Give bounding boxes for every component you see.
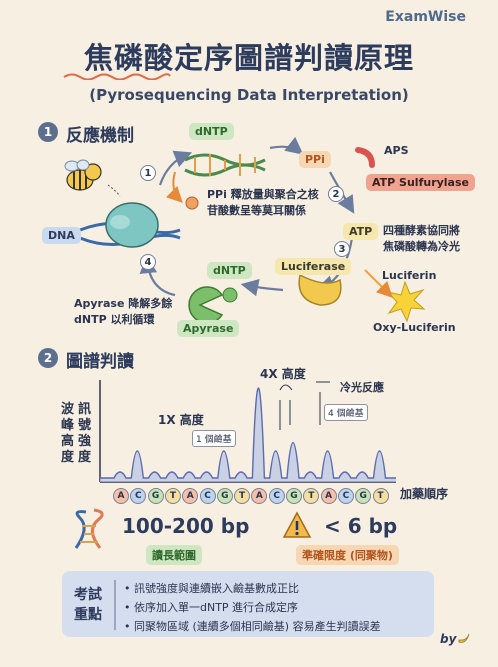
exam-point-1: • 訊號強度與連續嵌入鹼基數成正比 <box>124 582 299 595</box>
ppi-release-note-line1: PPi 釋放量與聚合之核 <box>207 188 319 201</box>
title-underline <box>63 73 171 80</box>
dna-helix-icon <box>74 508 104 549</box>
exam-points-box <box>62 571 434 637</box>
peak-1x-label: 1X 高度 <box>158 413 204 427</box>
y-axis-label-col2: 波峰高度 <box>61 402 75 465</box>
dntp-bottom-tag: dNTP <box>207 262 252 279</box>
page-subtitle: (Pyrosequencing Data Interpretation) <box>89 86 409 104</box>
dispensation-base: A <box>182 488 199 504</box>
dispensation-base: A <box>320 488 337 504</box>
x-axis-label: 加藥順序 <box>400 487 449 501</box>
apyrase-icon <box>188 286 238 324</box>
oxy-luciferin-label: Oxy-Luciferin <box>373 321 456 334</box>
dispensation-base: G <box>216 488 233 504</box>
exam-points-label: 考試 重點 <box>74 587 102 623</box>
exam-point-3: • 同聚物區域 (連續多個相同鹼基) 容易產生判讀誤差 <box>124 620 381 633</box>
dispensation-base: C <box>268 488 285 504</box>
apyrase-note-line1: Apyrase 降解多餘 <box>74 297 173 310</box>
signature: by <box>440 632 457 646</box>
step-1-number: 1 <box>144 168 152 179</box>
dntp-top-tag: dNTP <box>189 123 234 140</box>
page-title: 焦磷酸定序圖譜判讀原理 <box>83 41 414 75</box>
dispensation-base: C <box>130 488 147 504</box>
section-1-title: 反應機制 <box>66 126 134 146</box>
light-burst-icon <box>386 280 426 323</box>
one-base-note: 1 個鹼基 <box>192 430 236 447</box>
dispensation-base: C <box>337 488 354 504</box>
warning-icon <box>282 511 312 538</box>
dispensation-base: T <box>303 488 320 504</box>
read-length-label: 讀長範圍 <box>146 545 202 565</box>
dispensation-base: C <box>199 488 216 504</box>
section-2-number: 2 <box>38 348 58 368</box>
brand-logo: ExamWise <box>385 9 466 25</box>
four-bases-note: 4 個鹼基 <box>324 404 368 421</box>
section-2-title: 圖譜判讀 <box>66 352 134 372</box>
enzyme-note-line2: 焦磷酸轉為冷光 <box>383 240 460 253</box>
pyrogram-chart <box>99 380 396 483</box>
dispensation-base: T <box>234 488 251 504</box>
y-axis-label-col1: 訊號強度 <box>78 402 92 465</box>
dispensation-base: T <box>372 488 389 504</box>
luciferin-label: Luciferin <box>382 269 437 282</box>
peak-4x-label: 4X 高度 <box>260 367 306 381</box>
step-2-number: 2 <box>332 189 340 200</box>
reaction-diagram <box>64 136 426 324</box>
dna-polymerase-icon <box>79 202 181 248</box>
read-length-value: 100-200 bp <box>122 514 250 538</box>
dispensation-base: A <box>251 488 268 504</box>
step-4-number: 4 <box>144 257 152 268</box>
banana-icon <box>458 633 470 643</box>
dntp-dna-icon <box>184 153 266 177</box>
exam-point-2: • 依序加入單一dNTP 進行合成定序 <box>124 601 299 614</box>
luciferase-tag: Luciferase <box>275 258 352 275</box>
atp-sulfurylase-tag: ATP Sulfurylase <box>366 174 475 191</box>
section-1-number: 1 <box>38 122 58 142</box>
light-label: 冷光反應 <box>340 381 384 394</box>
step-3-number: 3 <box>338 244 346 255</box>
apyrase-note-line2: dNTP 以利循環 <box>74 313 155 326</box>
aps-label: APS <box>384 144 409 157</box>
exam-divider <box>114 580 116 630</box>
ppi-tag: PPi <box>299 151 331 168</box>
dispensation-base: G <box>286 488 302 504</box>
dispensation-base: G <box>147 488 164 504</box>
dispensation-base: T <box>164 488 181 504</box>
ppi-release-note-line2: 苷酸數呈等莫耳關係 <box>207 204 306 217</box>
dispensation-base: G <box>355 488 372 504</box>
limit-value: < 6 bp <box>324 514 398 538</box>
dna-tag: DNA <box>42 227 81 244</box>
enzyme-note-line1: 四種酵素協同將 <box>383 224 460 237</box>
dispensation-base: A <box>113 488 129 504</box>
limit-label: 準確限度 (同聚物) <box>296 545 399 565</box>
bee-icon <box>64 159 121 197</box>
atp-tag: ATP <box>343 223 379 240</box>
luciferase-icon <box>298 273 342 306</box>
apyrase-tag: Apyrase <box>177 320 240 337</box>
